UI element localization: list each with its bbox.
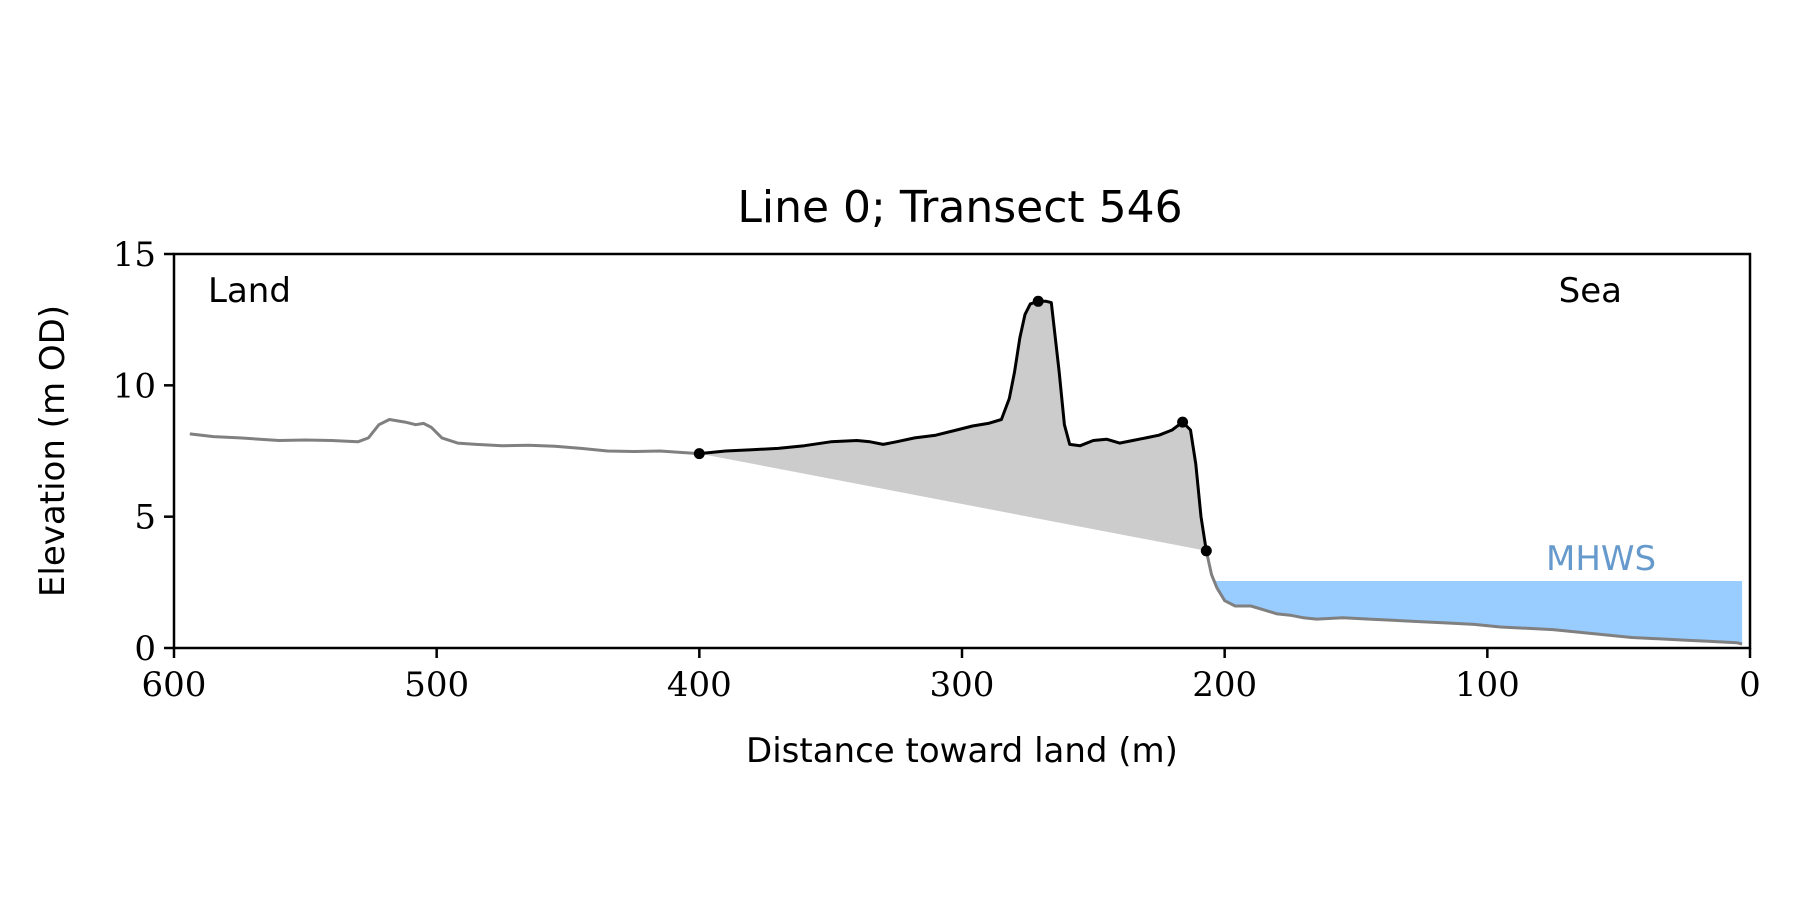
y-tick-label: 15 — [113, 235, 156, 275]
profile-line-landward — [189, 418, 700, 456]
dune-fill-area — [699, 301, 1207, 551]
x-tick-label: 0 — [1739, 665, 1761, 705]
chart-title: Line 0; Transect 546 — [737, 182, 1182, 233]
y-tick-label: 0 — [134, 629, 156, 669]
x-tick-label: 100 — [1455, 665, 1520, 705]
x-axis-label: Distance toward land (m) — [746, 731, 1178, 771]
x-axis: 600 500 400 300 200 100 0 — [142, 648, 1761, 705]
land-label: Land — [208, 271, 291, 311]
y-axis: 0 5 10 15 — [113, 235, 174, 669]
x-tick-label: 600 — [142, 665, 207, 705]
plot-area: Land Sea MHWS — [189, 271, 1743, 646]
dune-markers — [693, 295, 1212, 557]
y-tick-label: 5 — [134, 498, 156, 538]
x-tick-label: 400 — [667, 665, 732, 705]
dune-marker-1 — [1032, 295, 1044, 307]
mhws-label: MHWS — [1546, 539, 1656, 579]
y-tick-label: 10 — [113, 366, 156, 406]
dune-marker-0 — [693, 448, 705, 460]
x-tick-label: 300 — [930, 665, 995, 705]
dune-profile-line — [699, 299, 1208, 552]
dune-marker-3 — [1200, 545, 1212, 557]
mhws-fill-area — [1214, 581, 1743, 645]
x-tick-label: 200 — [1192, 665, 1257, 705]
sea-label: Sea — [1559, 271, 1622, 311]
y-axis-label: Elevation (m OD) — [33, 305, 73, 597]
x-tick-label: 500 — [404, 665, 469, 705]
profile-line-seaward — [1204, 550, 1743, 646]
dune-marker-2 — [1177, 416, 1189, 428]
